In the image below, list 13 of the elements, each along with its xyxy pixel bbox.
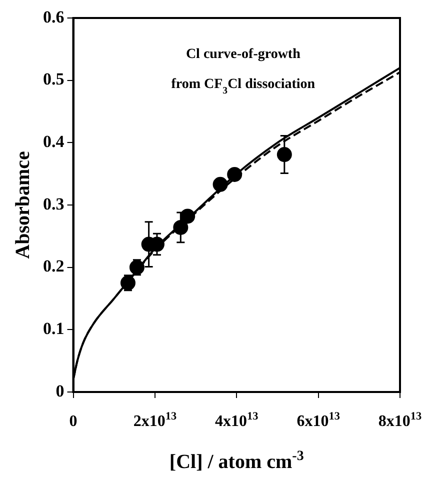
y-axis-title: Absorbamce: [12, 150, 34, 259]
y-tick-label: 0.1: [43, 319, 64, 338]
y-tick-label: 0.3: [43, 194, 64, 214]
point: [212, 176, 228, 192]
point: [180, 208, 196, 224]
x-tick-label: 0: [69, 413, 78, 430]
y-tick-label: 0.4: [43, 132, 65, 152]
y-tick-label: 0.2: [43, 256, 64, 276]
annotation: Cl curve-of-growth: [186, 47, 301, 62]
y-tick-label: 0.6: [43, 7, 64, 26]
y-tick-label: 0.5: [43, 70, 64, 89]
y-tick-label: 0: [56, 381, 64, 400]
point: [227, 166, 242, 182]
